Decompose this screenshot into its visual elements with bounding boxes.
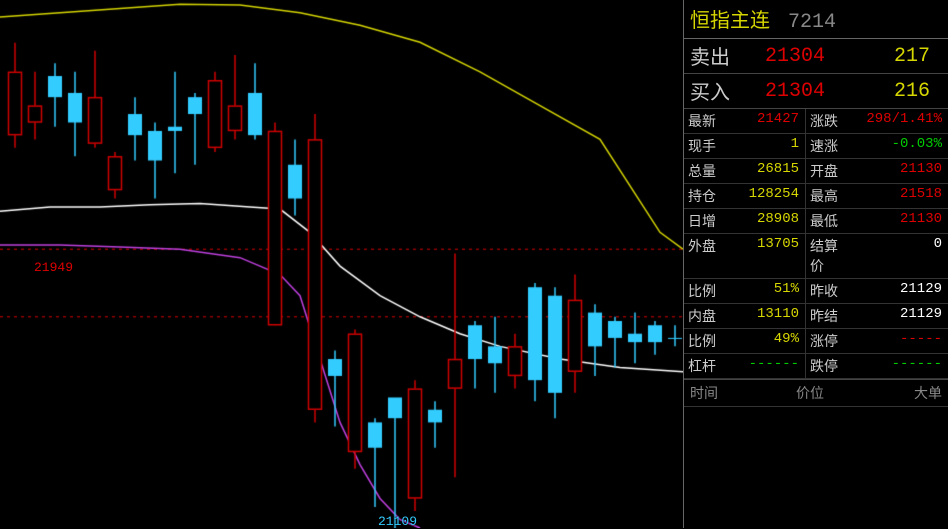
grid-label: 比例 xyxy=(684,329,730,353)
grid-value2: 21518 xyxy=(852,184,948,208)
grid-label2: 最低 xyxy=(806,209,852,233)
grid-label: 现手 xyxy=(684,134,730,158)
quote-label: 卖出 xyxy=(690,41,740,71)
data-row: 持仓128254最高21518 xyxy=(684,184,948,209)
grid-label2: 涨跌 xyxy=(806,109,852,133)
grid-label2: 昨收 xyxy=(806,279,852,303)
grid-value2: ------ xyxy=(852,354,948,378)
grid-label: 外盘 xyxy=(684,234,730,278)
grid-label2: 涨停 xyxy=(806,329,852,353)
grid-value: 28908 xyxy=(730,209,806,233)
price-label: 21949 xyxy=(34,260,73,275)
grid-value: 26815 xyxy=(730,159,806,183)
data-row: 外盘13705结算价0 xyxy=(684,234,948,279)
grid-label2: 速涨 xyxy=(806,134,852,158)
quote-row[interactable]: 卖出21304217 xyxy=(684,39,948,74)
data-row: 比例49%涨停----- xyxy=(684,329,948,354)
grid-label2: 开盘 xyxy=(806,159,852,183)
panel-title: 恒指主连 7214 xyxy=(684,0,948,39)
grid-label2: 结算价 xyxy=(806,234,852,278)
symbol-code: 7214 xyxy=(788,11,836,34)
grid-label: 日增 xyxy=(684,209,730,233)
price-label: 21109 xyxy=(378,514,417,529)
data-row: 内盘13110昨结21129 xyxy=(684,304,948,329)
side-panel: 恒指主连 7214 卖出21304217买入21304216 最新21427涨跌… xyxy=(683,0,948,528)
grid-label2: 昨结 xyxy=(806,304,852,328)
grid-value: 51% xyxy=(730,279,806,303)
quote-qty: 216 xyxy=(850,80,930,103)
grid-value2: 21130 xyxy=(852,159,948,183)
grid-label: 最新 xyxy=(684,109,730,133)
quote-price: 21304 xyxy=(740,45,850,68)
quote-qty: 217 xyxy=(850,45,930,68)
grid-label: 杠杆 xyxy=(684,354,730,378)
data-row: 杠杆------跌停------ xyxy=(684,354,948,379)
grid-value2: -0.03% xyxy=(852,134,948,158)
chart-area[interactable]: 21949 21109 xyxy=(0,0,683,528)
grid-value2: 21129 xyxy=(852,304,948,328)
symbol-name: 恒指主连 xyxy=(690,11,770,34)
grid-label: 持仓 xyxy=(684,184,730,208)
tick-col-time: 时间 xyxy=(690,383,760,403)
grid-value: 13705 xyxy=(730,234,806,278)
quote-price: 21304 xyxy=(740,80,850,103)
grid-value: 1 xyxy=(730,134,806,158)
grid-label: 比例 xyxy=(684,279,730,303)
grid-label2: 最高 xyxy=(806,184,852,208)
candlestick-canvas xyxy=(0,0,683,528)
grid-value2: ----- xyxy=(852,329,948,353)
tick-col-price: 价位 xyxy=(760,383,860,403)
grid-label: 总量 xyxy=(684,159,730,183)
grid-value2: 298/1.41% xyxy=(852,109,948,133)
data-row: 现手1速涨-0.03% xyxy=(684,134,948,159)
grid-value2: 0 xyxy=(852,234,948,278)
grid-value: ------ xyxy=(730,354,806,378)
grid-value2: 21130 xyxy=(852,209,948,233)
tick-col-big: 大单 xyxy=(860,383,942,403)
data-row: 日增28908最低21130 xyxy=(684,209,948,234)
tick-header: 时间 价位 大单 xyxy=(684,379,948,407)
quote-label: 买入 xyxy=(690,76,740,106)
grid-value: 49% xyxy=(730,329,806,353)
grid-label2: 跌停 xyxy=(806,354,852,378)
data-row: 比例51%昨收21129 xyxy=(684,279,948,304)
data-row: 最新21427涨跌298/1.41% xyxy=(684,109,948,134)
quote-row[interactable]: 买入21304216 xyxy=(684,74,948,109)
data-row: 总量26815开盘21130 xyxy=(684,159,948,184)
quotes-box: 卖出21304217买入21304216 xyxy=(684,39,948,109)
grid-value: 21427 xyxy=(730,109,806,133)
grid-value: 128254 xyxy=(730,184,806,208)
grid-label: 内盘 xyxy=(684,304,730,328)
grid-value2: 21129 xyxy=(852,279,948,303)
data-grid: 最新21427涨跌298/1.41%现手1速涨-0.03%总量26815开盘21… xyxy=(684,109,948,379)
grid-value: 13110 xyxy=(730,304,806,328)
